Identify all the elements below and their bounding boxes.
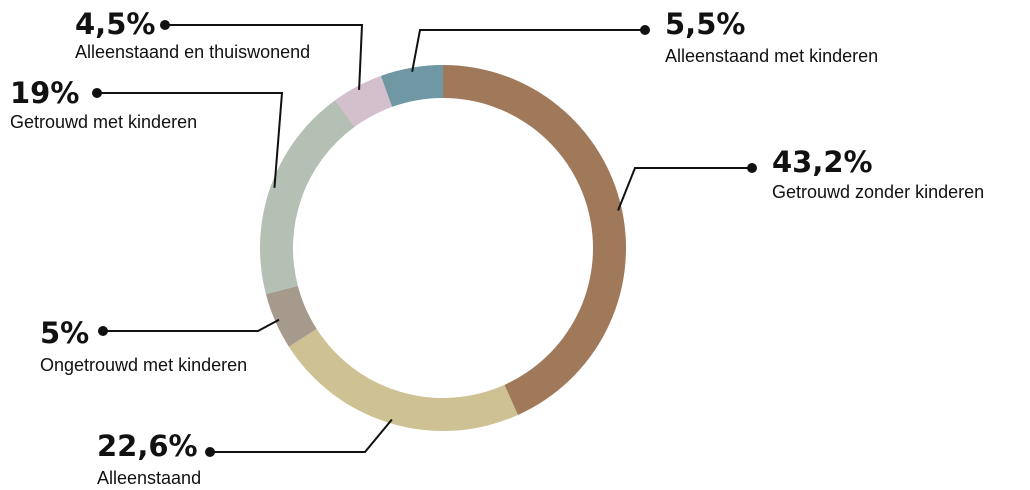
leader-line xyxy=(617,167,752,211)
donut-segment xyxy=(335,75,393,127)
category-label: Alleenstaand en thuiswonend xyxy=(75,42,310,62)
category-label: Alleenstaand xyxy=(97,468,201,488)
value-label: 4,5% xyxy=(75,7,155,41)
leader-line xyxy=(97,92,284,188)
leader-line xyxy=(103,318,280,332)
leader-dot xyxy=(160,20,170,30)
category-label: Getrouwd met kinderen xyxy=(10,112,197,132)
donut-segment xyxy=(288,328,518,431)
value-label: 22,6% xyxy=(97,429,198,463)
leader-dot xyxy=(640,25,650,35)
leader-dot xyxy=(92,88,102,98)
leader-dot xyxy=(205,447,215,457)
donut-segment xyxy=(443,65,626,415)
leader-dot xyxy=(98,326,108,336)
leader-line xyxy=(411,29,645,72)
donut-segment xyxy=(265,285,317,347)
leader-line xyxy=(165,24,364,90)
category-label: Ongetrouwd met kinderen xyxy=(40,355,247,375)
donut-segment xyxy=(260,100,355,295)
value-label: 5,5% xyxy=(665,7,745,41)
donut-segment xyxy=(380,65,443,107)
category-label: Alleenstaand met kinderen xyxy=(665,46,878,66)
leader-dot xyxy=(747,163,757,173)
category-label: Getrouwd zonder kinderen xyxy=(772,182,984,202)
value-label: 5% xyxy=(40,316,89,350)
leader-line xyxy=(210,418,393,453)
value-label: 19% xyxy=(10,76,79,110)
value-label: 43,2% xyxy=(772,145,873,179)
